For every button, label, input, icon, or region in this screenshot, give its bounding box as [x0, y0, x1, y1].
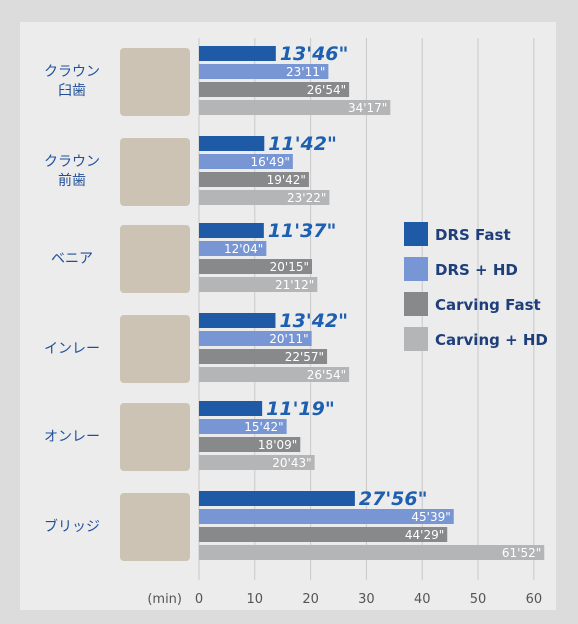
value-label: 27'56"	[359, 488, 428, 510]
bar	[199, 223, 264, 238]
value-label: 18'09"	[258, 438, 297, 452]
legend-swatch	[404, 222, 428, 246]
value-label: 45'39"	[411, 510, 450, 524]
value-label: 61'52"	[502, 546, 541, 560]
value-label: 20'43"	[272, 456, 311, 470]
legend-label: Carving + HD	[435, 331, 548, 349]
x-tick-label: 20	[302, 592, 319, 607]
value-label: 44'29"	[405, 528, 444, 542]
bar	[199, 136, 264, 151]
x-tick-label: 40	[414, 592, 431, 607]
value-label: 20'15"	[270, 260, 309, 274]
legend-swatch	[404, 327, 428, 351]
legend-label: Carving Fast	[435, 296, 541, 314]
bar	[199, 491, 355, 506]
category-label: インレー	[22, 340, 122, 359]
value-label: 16'49"	[250, 155, 289, 169]
value-label: 13'46"	[280, 43, 349, 65]
value-label: 19'42"	[267, 173, 306, 187]
bar	[199, 545, 544, 560]
legend-label: DRS + HD	[435, 261, 518, 279]
value-label: 11'37"	[268, 220, 337, 242]
category-label: クラウン 臼歯	[22, 63, 122, 101]
thumbnail	[120, 138, 190, 206]
bar	[199, 313, 275, 328]
thumbnail	[120, 315, 190, 383]
value-label: 22'57"	[285, 350, 324, 364]
value-label: 26'54"	[307, 83, 346, 97]
value-label: 11'19"	[266, 398, 335, 420]
category-label: オンレー	[22, 428, 122, 447]
thumbnail	[120, 225, 190, 293]
category-label: クラウン 前歯	[22, 153, 122, 191]
value-label: 34'17"	[348, 101, 387, 115]
value-label: 15'42"	[244, 420, 283, 434]
x-tick-label: 50	[470, 592, 487, 607]
x-tick-label: 0	[195, 592, 203, 607]
value-label: 26'54"	[307, 368, 346, 382]
value-label: 12'04"	[224, 242, 263, 256]
legend-swatch	[404, 292, 428, 316]
bar	[199, 46, 276, 61]
bar	[199, 401, 262, 416]
category-label: ベニア	[22, 250, 122, 269]
thumbnail	[120, 493, 190, 561]
thumbnail	[120, 48, 190, 116]
value-label: 13'42"	[279, 310, 348, 332]
x-tick-label: 60	[526, 592, 543, 607]
x-tick-label: 10	[247, 592, 264, 607]
category-label: ブリッジ	[22, 518, 122, 537]
value-label: 23'11"	[286, 65, 325, 79]
x-axis-label: (min)	[147, 592, 182, 607]
page: 0102030405060(min)13'46"23'11"26'54"34'1…	[0, 0, 578, 624]
value-label: 20'11"	[269, 332, 308, 346]
value-label: 23'22"	[287, 191, 326, 205]
x-tick-label: 30	[358, 592, 375, 607]
legend-swatch	[404, 257, 428, 281]
value-label: 21'12"	[275, 278, 314, 292]
value-label: 11'42"	[268, 133, 337, 155]
thumbnail	[120, 403, 190, 471]
legend-label: DRS Fast	[435, 226, 511, 244]
